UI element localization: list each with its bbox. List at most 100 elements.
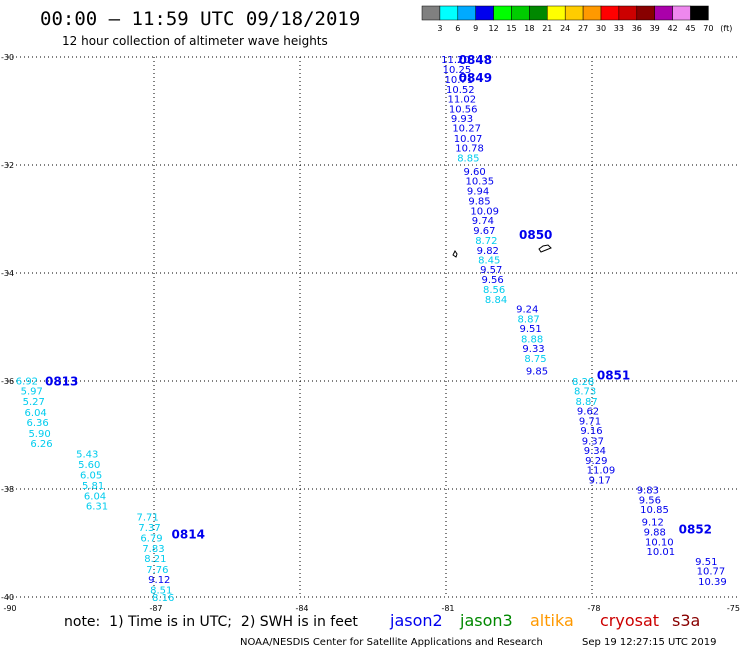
swh-value-label: 11.09 [587, 466, 616, 477]
swh-value-label: 9.33 [522, 344, 544, 355]
footer-credit: NOAA/NESDIS Center for Satellite Applica… [240, 637, 543, 648]
color-scale-swatch [582, 5, 602, 21]
track-time-label: 0849 [459, 71, 492, 85]
swh-value-label: 10.52 [446, 85, 475, 96]
color-scale-swatch [636, 5, 655, 21]
swh-value-label: 10.07 [454, 134, 483, 145]
swh-value-label: 9.51 [519, 324, 541, 335]
swh-value-label: 6.04 [25, 408, 47, 419]
color-scale-swatch [564, 5, 584, 21]
swh-value-label: 8.28 [572, 377, 594, 388]
swh-value-label: 9.85 [468, 197, 490, 208]
color-scale-label: 3 [437, 24, 442, 33]
track-time-label: 0852 [679, 522, 712, 536]
color-scale-label: 15 [506, 24, 516, 33]
color-scale-label: 18 [524, 24, 534, 33]
color-scale-label: 42 [668, 24, 678, 33]
color-scale-swatch [690, 5, 709, 21]
swh-value-label: 9.94 [467, 186, 489, 197]
swh-value-label: 9.88 [644, 528, 666, 539]
swh-value-label: 9.16 [580, 426, 602, 437]
x-tick-label: -90 [3, 604, 16, 613]
track-time-label: 0848 [459, 53, 492, 67]
color-scale-label: 21 [542, 24, 552, 33]
color-scale-label: 6 [455, 24, 460, 33]
color-scale-swatch [475, 5, 494, 21]
swh-value-label: 8.21 [144, 554, 166, 565]
swh-value-label: 9.12 [642, 517, 664, 528]
swh-value-label: 8.16 [152, 593, 174, 604]
footer-timestamp: Sep 19 12:27:15 UTC 2019 [582, 637, 716, 648]
swh-value-label: 9.29 [585, 456, 607, 467]
track-time-labels: 0848 0849 0850 0851 0852 0813 0814 [45, 53, 712, 541]
swh-value-label: 9.74 [472, 216, 494, 227]
satellite-legend-jason3: jason3 [459, 611, 513, 630]
footer-note: note: 1) Time is in UTC; 2) SWH is in fe… [64, 614, 358, 630]
coastline [452, 244, 552, 258]
swh-value-label: 5.81 [82, 481, 104, 492]
swh-value-label: 8.88 [521, 334, 543, 345]
y-tick-label: -30 [1, 53, 14, 62]
swh-value-label: 10.10 [645, 537, 674, 548]
island-outline-small [452, 250, 458, 258]
swh-value-label: 5.43 [76, 449, 98, 460]
swh-value-label: 6.31 [86, 502, 108, 513]
swh-value-label: 10.56 [449, 104, 478, 115]
swh-value-label: 6.26 [30, 439, 52, 450]
map-grid [8, 56, 738, 598]
swh-value-label: 8.87 [518, 314, 540, 325]
swh-value-label: 10.01 [647, 547, 676, 558]
color-scale-swatch [654, 5, 673, 21]
swh-value-label: 9.57 [480, 265, 502, 276]
swh-value-label: 10.39 [698, 577, 727, 588]
y-tick-label: -34 [1, 269, 14, 278]
swh-value-label: 8.56 [483, 285, 505, 296]
swh-value-label: 5.97 [21, 387, 43, 398]
color-scale-swatch [672, 5, 691, 21]
satellite-legend-s3a: s3a [672, 611, 700, 630]
swh-value-label: 10.85 [640, 505, 669, 516]
track-time-label: 0813 [45, 374, 78, 388]
island-outline-large [538, 244, 552, 253]
color-scale-label: 70 [703, 24, 713, 33]
swh-value-label: 11.20 [441, 55, 470, 66]
color-scale-label: (ft) [720, 24, 732, 33]
swh-value-label: 8.51 [150, 585, 172, 596]
swh-value-label: 9.12 [148, 575, 170, 586]
swh-value-label: 6.04 [84, 491, 106, 502]
swh-value-label: 10.77 [697, 567, 726, 578]
swh-value-label: 9.83 [637, 486, 659, 497]
color-scale-swatch [511, 5, 530, 21]
color-scale-label: 9 [473, 24, 478, 33]
color-scale-swatch [547, 5, 566, 21]
swh-value-label: 7.76 [146, 565, 168, 576]
color-scale-label: 24 [560, 24, 570, 33]
swh-value-label: 9.51 [695, 557, 717, 568]
color-scale-label: 39 [650, 24, 660, 33]
swh-value-label: 10.78 [455, 144, 484, 155]
color-scale-label: 33 [614, 24, 624, 33]
track-time-label: 0851 [597, 369, 630, 383]
swh-value-label: 9.67 [473, 226, 495, 237]
swh-value-label: 6.92 [16, 376, 38, 387]
swh-value-label: 8.73 [574, 387, 596, 398]
swh-value-label: 6.36 [26, 418, 48, 429]
swh-value-label: 8.87 [575, 397, 597, 408]
color-scale-swatch [529, 5, 548, 21]
swh-value-label: 9.17 [589, 475, 611, 486]
swh-value-label: 5.60 [78, 460, 100, 471]
swh-value-label: 8.84 [485, 295, 507, 306]
x-tick-label: -75 [727, 604, 740, 613]
swh-value-label: 9.93 [451, 114, 473, 125]
axis-ticks: -90 -87 -84 -81 -78 -75 -40 -38 -36 -34 -32 -30 [1, 53, 740, 613]
color-scale-swatch [457, 5, 476, 21]
swh-value-label: 6.79 [140, 534, 162, 545]
swh-value-label: 8.45 [478, 256, 500, 267]
swh-value-label: 11.02 [447, 95, 476, 106]
y-tick-label: -40 [1, 593, 14, 602]
swh-value-label: 7.37 [138, 523, 160, 534]
swh-value-label: 9.56 [639, 495, 661, 506]
swh-value-label: 7.83 [142, 544, 164, 555]
color-scale-label: 12 [489, 24, 499, 33]
